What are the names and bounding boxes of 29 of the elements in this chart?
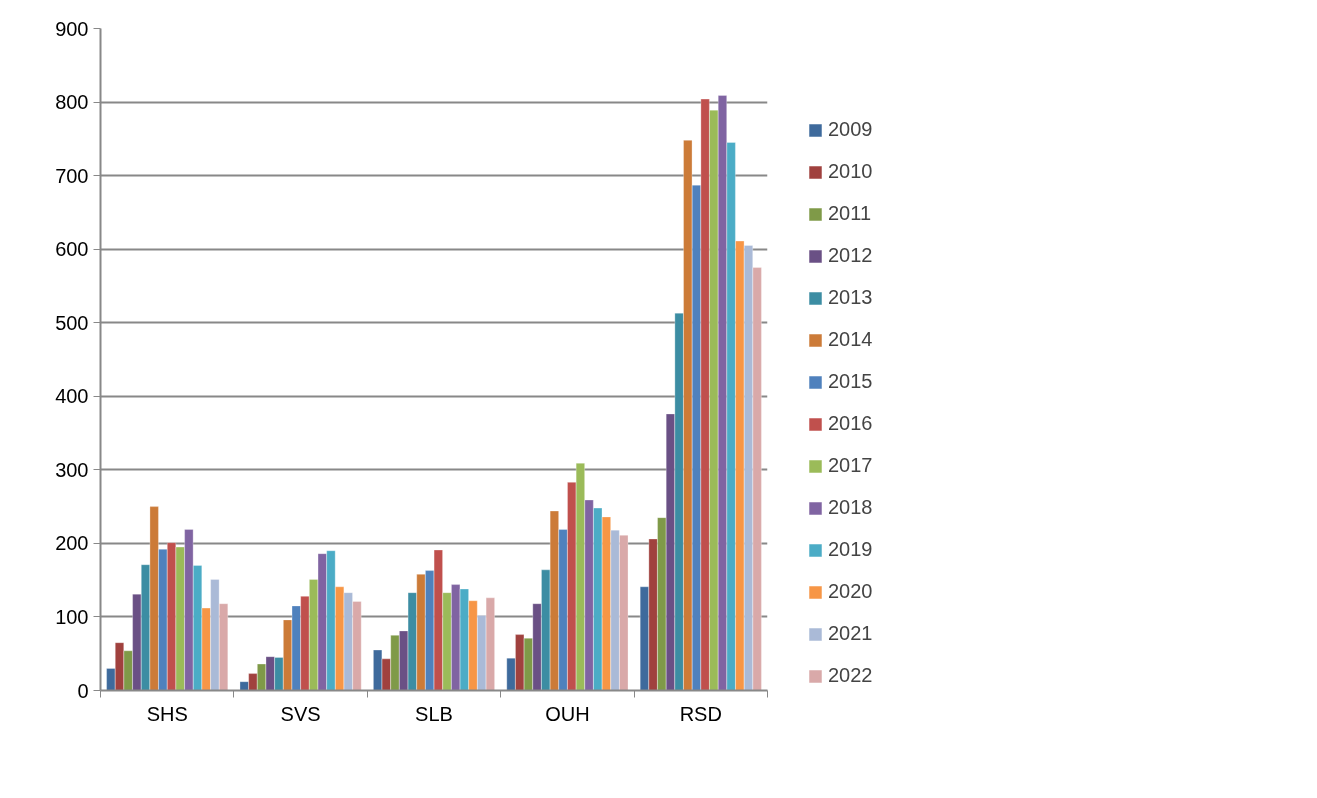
y-tick-label: 400 (55, 385, 89, 408)
legend-label: 2022 (828, 663, 873, 688)
x-tick-label: RSD (679, 702, 722, 725)
x-tick-label: OUH (545, 702, 590, 725)
legend-label: 2017 (828, 453, 873, 478)
legend-label: 2016 (828, 411, 873, 436)
legend-label: 2011 (828, 201, 872, 226)
y-tick-label: 500 (55, 311, 89, 334)
y-tick-label: 100 (55, 605, 89, 628)
y-tick-label: 0 (77, 679, 89, 702)
y-tick-label: 700 (55, 164, 89, 187)
legend-label: 2013 (828, 285, 873, 310)
legend-label: 2012 (828, 243, 873, 268)
x-tick-label: SLB (415, 702, 453, 725)
legend-label: 2021 (828, 621, 873, 646)
y-tick-label: 200 (55, 532, 89, 555)
legend-label: 2010 (828, 159, 873, 184)
y-tick-label: 900 (55, 17, 89, 40)
legend-label: 2020 (828, 579, 873, 604)
x-tick-label: SVS (280, 702, 321, 725)
legend-label: 2014 (828, 327, 873, 352)
y-tick-label: 800 (55, 91, 89, 114)
legend-label: 2009 (828, 117, 873, 142)
legend-label: 2015 (828, 369, 873, 394)
x-tick-label: SHS (146, 702, 188, 725)
legend-label: 2018 (828, 495, 873, 520)
legend-label: 2019 (828, 537, 873, 562)
y-tick-label: 600 (55, 238, 89, 261)
y-tick-label: 300 (55, 458, 89, 481)
